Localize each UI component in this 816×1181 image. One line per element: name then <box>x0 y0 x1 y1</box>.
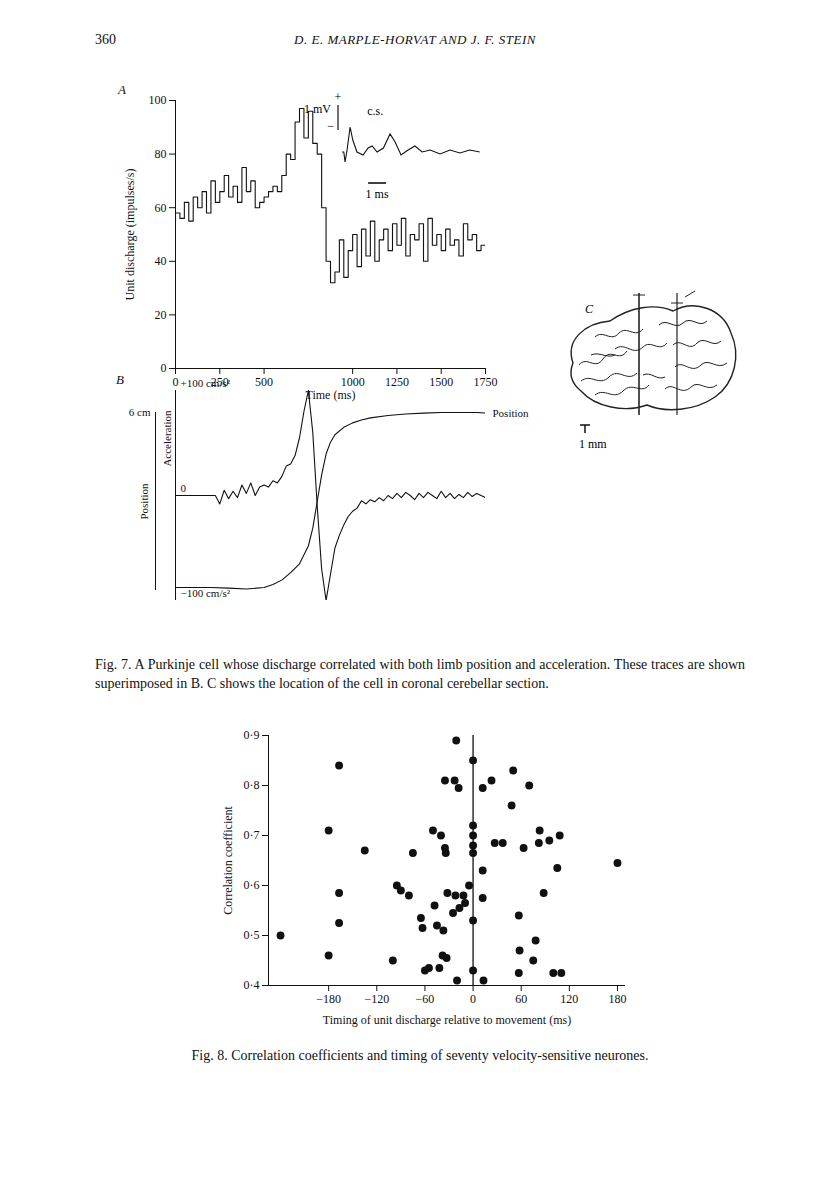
svg-text:+100 cm/s²: +100 cm/s² <box>181 377 231 389</box>
svg-text:−180: −180 <box>316 992 341 1006</box>
svg-text:0: 0 <box>470 992 476 1006</box>
html-text:D. E. MARPLE-HORVAT AND J. F.: D. E. MARPLE-HORVAT AND J. F. STEIN <box>294 32 536 47</box>
svg-text:Position: Position <box>138 483 150 520</box>
svg-text:1500: 1500 <box>429 375 453 389</box>
svg-text:20: 20 <box>155 308 167 322</box>
svg-text:−: − <box>327 119 334 133</box>
html-text:Fig. 7. A Purkinje cell whose: Fig. 7. A Purkinje cell whose discharge … <box>95 657 745 691</box>
svg-text:120: 120 <box>560 992 578 1006</box>
svg-text:6 cm: 6 cm <box>129 406 151 418</box>
html-text:A: A <box>118 82 126 97</box>
svg-text:Timing of unit discharge relat: Timing of unit discharge relative to mov… <box>323 1013 571 1027</box>
svg-text:+: + <box>335 90 342 104</box>
svg-text:1 ms: 1 ms <box>366 187 389 201</box>
svg-text:180: 180 <box>608 992 626 1006</box>
html-text:Fig. 8. Correlation coefficien: Fig. 8. Correlation coefficients and tim… <box>191 1048 649 1063</box>
svg-text:1250: 1250 <box>385 375 409 389</box>
svg-text:60: 60 <box>155 201 167 215</box>
svg-text:C: C <box>585 302 594 316</box>
svg-text:60: 60 <box>515 992 527 1006</box>
svg-text:c.s.: c.s. <box>367 104 383 118</box>
svg-text:0·9: 0·9 <box>244 728 260 742</box>
svg-text:0: 0 <box>161 361 167 375</box>
svg-text:Position: Position <box>493 407 530 419</box>
svg-text:1000: 1000 <box>340 375 365 389</box>
svg-text:Acceleration: Acceleration <box>161 410 173 467</box>
svg-text:80: 80 <box>155 147 167 161</box>
svg-text:−60: −60 <box>416 992 435 1006</box>
svg-text:Unit discharge (impulses/s): Unit discharge (impulses/s) <box>123 169 137 301</box>
svg-text:0·8: 0·8 <box>244 778 260 792</box>
svg-text:0·7: 0·7 <box>244 828 260 842</box>
svg-text:0·5: 0·5 <box>244 928 260 942</box>
svg-text:−100 cm/s²: −100 cm/s² <box>181 587 231 599</box>
svg-text:0: 0 <box>181 482 187 494</box>
svg-text:40: 40 <box>155 254 167 268</box>
svg-text:1 mV: 1 mV <box>304 102 331 116</box>
svg-text:500: 500 <box>255 375 273 389</box>
svg-text:Correlation coefficient: Correlation coefficient <box>221 805 235 914</box>
html-text:360: 360 <box>95 32 116 47</box>
svg-text:100: 100 <box>149 93 167 107</box>
svg-text:−120: −120 <box>364 992 389 1006</box>
html-text:B: B <box>116 372 124 387</box>
svg-text:0·6: 0·6 <box>244 878 260 892</box>
svg-text:0: 0 <box>173 375 179 389</box>
svg-text:1 mm: 1 mm <box>579 437 607 451</box>
svg-text:1750: 1750 <box>474 375 498 389</box>
svg-text:Time (ms): Time (ms) <box>306 388 356 402</box>
svg-text:0·4: 0·4 <box>244 978 260 992</box>
